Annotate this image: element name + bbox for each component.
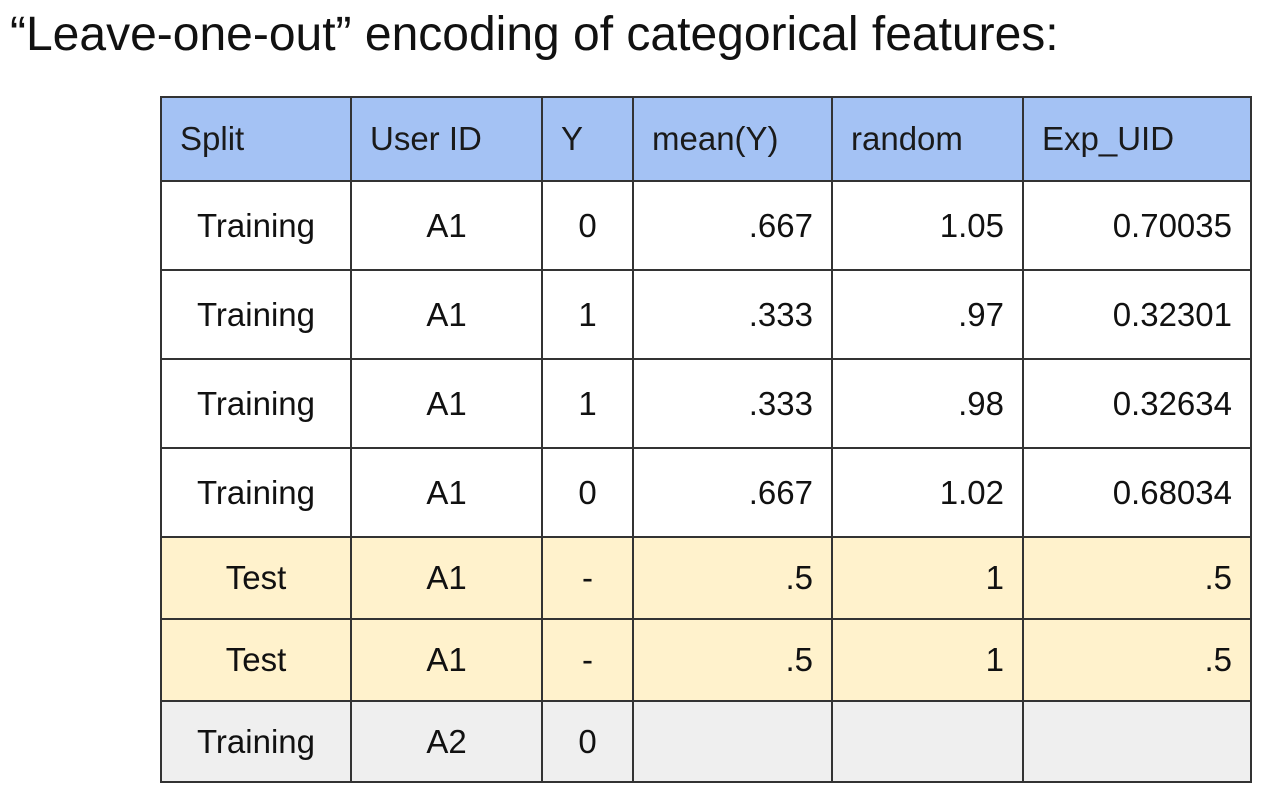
header-mean-y: mean(Y) (632, 96, 833, 182)
leave-one-out-table: Split User ID Y mean(Y) random Exp_UID T… (160, 96, 1252, 783)
cell-mean-y: .333 (632, 358, 833, 449)
cell-user-id: A1 (350, 447, 543, 538)
cell-random: .98 (831, 358, 1024, 449)
cell-exp-uid: 0.68034 (1022, 447, 1252, 538)
cell-y: - (541, 536, 634, 620)
table-row-test: Test A1 - .5 1 .5 (160, 536, 1252, 620)
table-row: Training A1 1 .333 .98 0.32634 (160, 358, 1252, 449)
header-y: Y (541, 96, 634, 182)
cell-user-id: A1 (350, 180, 543, 271)
cell-split: Training (160, 180, 352, 271)
header-user-id: User ID (350, 96, 543, 182)
cell-random: 1.02 (831, 447, 1024, 538)
table-row: Training A1 0 .667 1.02 0.68034 (160, 447, 1252, 538)
table-row-test: Test A1 - .5 1 .5 (160, 618, 1252, 702)
cell-split: Test (160, 536, 352, 620)
cell-random: 1 (831, 618, 1024, 702)
table-row: Training A1 0 .667 1.05 0.70035 (160, 180, 1252, 271)
cell-y: 1 (541, 358, 634, 449)
cell-mean-y: .333 (632, 269, 833, 360)
cell-exp-uid: 0.32634 (1022, 358, 1252, 449)
cell-y: 0 (541, 447, 634, 538)
cell-split: Training (160, 447, 352, 538)
cell-y: - (541, 618, 634, 702)
cell-user-id: A2 (350, 700, 543, 783)
cell-exp-uid: 0.32301 (1022, 269, 1252, 360)
cell-random (831, 700, 1024, 783)
cell-random: 1.05 (831, 180, 1024, 271)
cell-split: Training (160, 358, 352, 449)
header-random: random (831, 96, 1024, 182)
header-split: Split (160, 96, 352, 182)
table-row-other-user: Training A2 0 (160, 700, 1252, 783)
cell-exp-uid: .5 (1022, 618, 1252, 702)
table-row: Training A1 1 .333 .97 0.32301 (160, 269, 1252, 360)
cell-user-id: A1 (350, 358, 543, 449)
cell-user-id: A1 (350, 536, 543, 620)
cell-split: Training (160, 269, 352, 360)
cell-exp-uid: 0.70035 (1022, 180, 1252, 271)
cell-split: Test (160, 618, 352, 702)
slide-title: “Leave-one-out” encoding of categorical … (10, 8, 1059, 61)
cell-split: Training (160, 700, 352, 783)
cell-random: .97 (831, 269, 1024, 360)
cell-random: 1 (831, 536, 1024, 620)
cell-mean-y: .5 (632, 618, 833, 702)
cell-user-id: A1 (350, 618, 543, 702)
cell-mean-y: .667 (632, 447, 833, 538)
cell-mean-y: .667 (632, 180, 833, 271)
cell-user-id: A1 (350, 269, 543, 360)
cell-mean-y: .5 (632, 536, 833, 620)
cell-y: 1 (541, 269, 634, 360)
cell-y: 0 (541, 180, 634, 271)
cell-mean-y (632, 700, 833, 783)
cell-y: 0 (541, 700, 634, 783)
table-header-row: Split User ID Y mean(Y) random Exp_UID (160, 96, 1252, 182)
cell-exp-uid (1022, 700, 1252, 783)
cell-exp-uid: .5 (1022, 536, 1252, 620)
header-exp-uid: Exp_UID (1022, 96, 1252, 182)
